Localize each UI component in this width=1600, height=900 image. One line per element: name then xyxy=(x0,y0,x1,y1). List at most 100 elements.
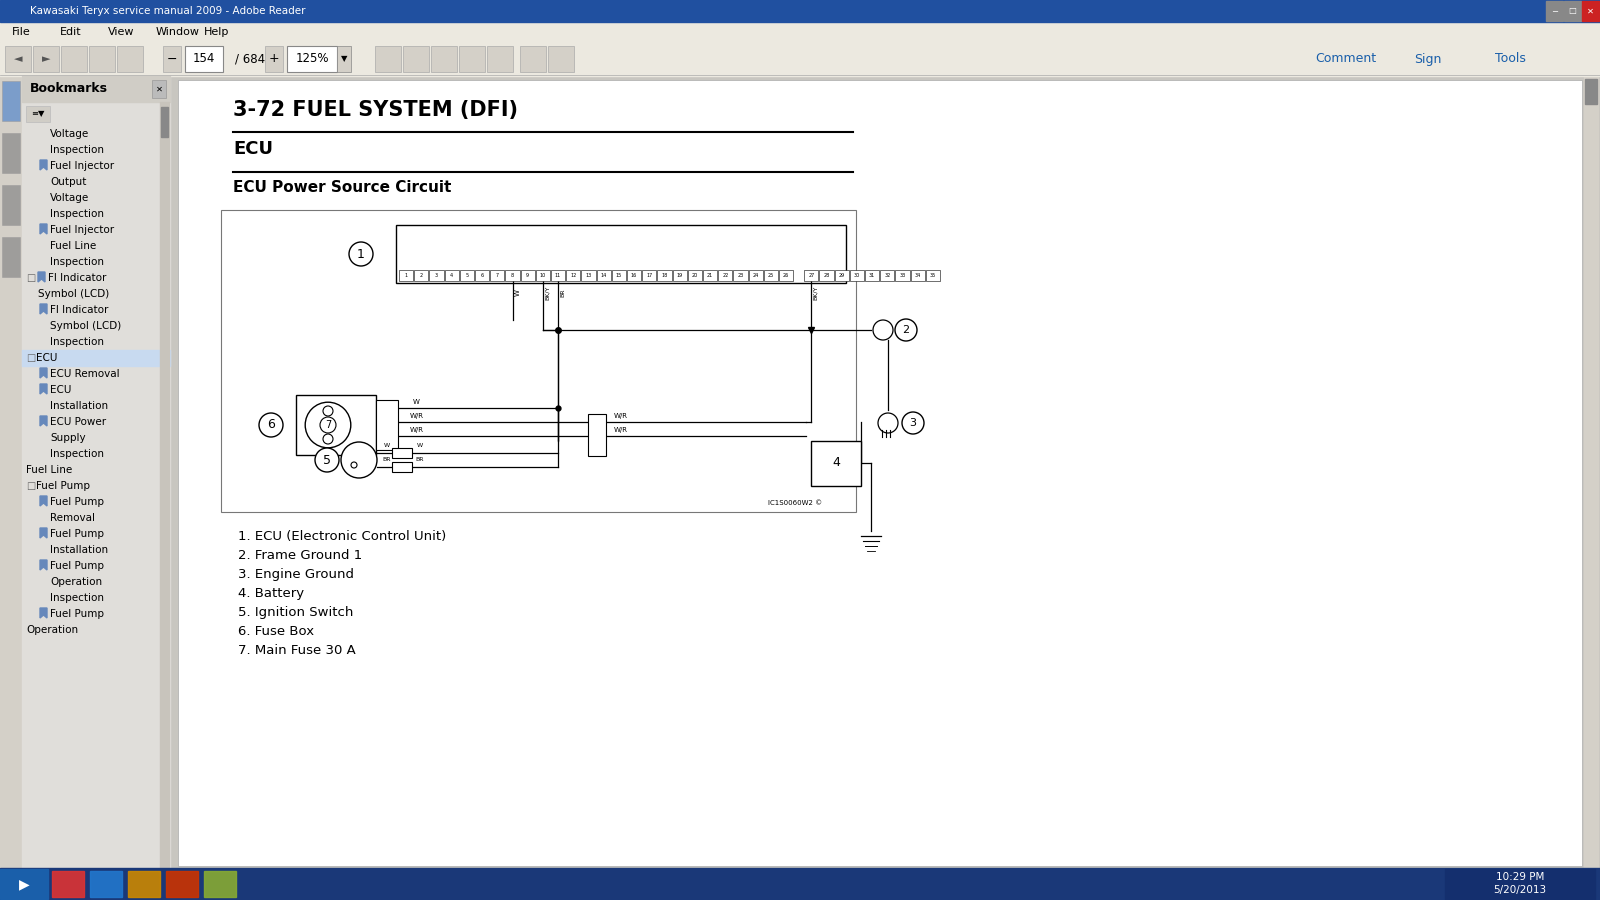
Bar xyxy=(459,46,485,72)
Text: 14: 14 xyxy=(600,273,606,278)
Bar xyxy=(520,270,534,281)
Bar xyxy=(61,46,86,72)
Bar xyxy=(205,871,237,897)
Polygon shape xyxy=(40,608,46,618)
Text: Fuel Pump: Fuel Pump xyxy=(50,609,104,619)
Bar xyxy=(547,46,574,72)
Bar xyxy=(486,46,514,72)
Bar xyxy=(642,270,656,281)
Text: ECU: ECU xyxy=(50,385,72,395)
Bar xyxy=(160,102,170,870)
Circle shape xyxy=(878,413,898,433)
Text: View: View xyxy=(109,27,134,37)
Bar xyxy=(910,270,925,281)
Text: ─: ─ xyxy=(1552,6,1557,15)
Text: 5/20/2013: 5/20/2013 xyxy=(1493,885,1547,895)
Text: 30: 30 xyxy=(854,273,861,278)
Text: 11: 11 xyxy=(555,273,562,278)
Text: 35: 35 xyxy=(930,273,936,278)
Text: Tools: Tools xyxy=(1494,52,1525,66)
Bar xyxy=(1445,869,1595,899)
Text: W: W xyxy=(418,443,422,448)
Text: 13: 13 xyxy=(586,273,592,278)
Bar xyxy=(627,270,642,281)
Circle shape xyxy=(350,462,357,468)
Bar xyxy=(376,400,398,450)
Bar xyxy=(430,46,458,72)
Circle shape xyxy=(315,448,339,472)
Bar xyxy=(162,107,168,137)
Text: 26: 26 xyxy=(782,273,789,278)
Polygon shape xyxy=(40,496,46,506)
Text: Edit: Edit xyxy=(61,27,82,37)
Text: Help: Help xyxy=(205,27,229,37)
Text: Fuel Pump: Fuel Pump xyxy=(50,561,104,571)
Text: Installation: Installation xyxy=(50,401,109,411)
Text: Comment: Comment xyxy=(1315,52,1376,66)
Text: 6: 6 xyxy=(267,418,275,431)
Text: 154: 154 xyxy=(194,52,214,66)
Text: Fuel Line: Fuel Line xyxy=(26,465,72,475)
Polygon shape xyxy=(40,416,46,426)
Bar xyxy=(26,106,50,122)
Bar xyxy=(1565,1,1581,21)
Text: ECU Power Source Circuit: ECU Power Source Circuit xyxy=(234,180,451,195)
Text: 7. Main Fuse 30 A: 7. Main Fuse 30 A xyxy=(238,644,355,657)
Bar xyxy=(866,270,880,281)
Text: 10:29 PM: 10:29 PM xyxy=(1496,872,1544,882)
Polygon shape xyxy=(40,560,46,570)
Bar xyxy=(581,270,595,281)
Bar xyxy=(1584,76,1598,870)
Text: 8: 8 xyxy=(510,273,514,278)
Bar xyxy=(520,46,546,72)
Text: 1. ECU (Electronic Control Unit): 1. ECU (Electronic Control Unit) xyxy=(238,530,446,543)
Text: ▼: ▼ xyxy=(341,55,347,64)
Bar xyxy=(22,76,170,102)
Bar xyxy=(178,80,1582,866)
Bar xyxy=(374,46,402,72)
Text: □: □ xyxy=(26,273,35,283)
Bar xyxy=(166,871,198,897)
Text: Removal: Removal xyxy=(50,513,94,523)
Text: ≡▼: ≡▼ xyxy=(32,110,45,119)
Bar xyxy=(0,868,1600,900)
Text: ✕: ✕ xyxy=(1587,6,1594,15)
Text: 10: 10 xyxy=(539,273,546,278)
Text: File: File xyxy=(13,27,30,37)
Bar xyxy=(0,76,22,900)
Bar xyxy=(733,270,747,281)
Text: W: W xyxy=(413,399,419,405)
Bar xyxy=(896,270,910,281)
Text: Fuel Pump: Fuel Pump xyxy=(35,481,90,491)
Text: ECU: ECU xyxy=(234,140,274,158)
Bar xyxy=(128,871,160,897)
Circle shape xyxy=(349,242,373,266)
Text: ◄: ◄ xyxy=(14,54,22,64)
Text: 6: 6 xyxy=(480,273,483,278)
Text: ►: ► xyxy=(42,54,50,64)
Text: 7: 7 xyxy=(496,273,499,278)
Bar xyxy=(296,395,376,455)
Text: 32: 32 xyxy=(885,273,891,278)
Bar xyxy=(536,270,550,281)
Bar xyxy=(0,869,48,899)
Bar xyxy=(445,270,459,281)
Bar xyxy=(589,414,606,456)
Text: Inspection: Inspection xyxy=(50,145,104,155)
Bar xyxy=(1582,1,1598,21)
Text: 22: 22 xyxy=(722,273,728,278)
Bar xyxy=(926,270,941,281)
Text: Fuel Line: Fuel Line xyxy=(50,241,96,251)
Bar xyxy=(0,42,1600,76)
Polygon shape xyxy=(40,304,46,314)
Circle shape xyxy=(320,417,336,433)
Bar xyxy=(763,270,778,281)
Text: W: W xyxy=(384,443,390,448)
Bar xyxy=(566,270,581,281)
Text: ECU Removal: ECU Removal xyxy=(50,369,120,379)
Circle shape xyxy=(323,434,333,444)
Polygon shape xyxy=(40,224,46,234)
Text: BR: BR xyxy=(382,457,392,462)
Bar xyxy=(163,46,181,72)
Bar xyxy=(5,46,30,72)
